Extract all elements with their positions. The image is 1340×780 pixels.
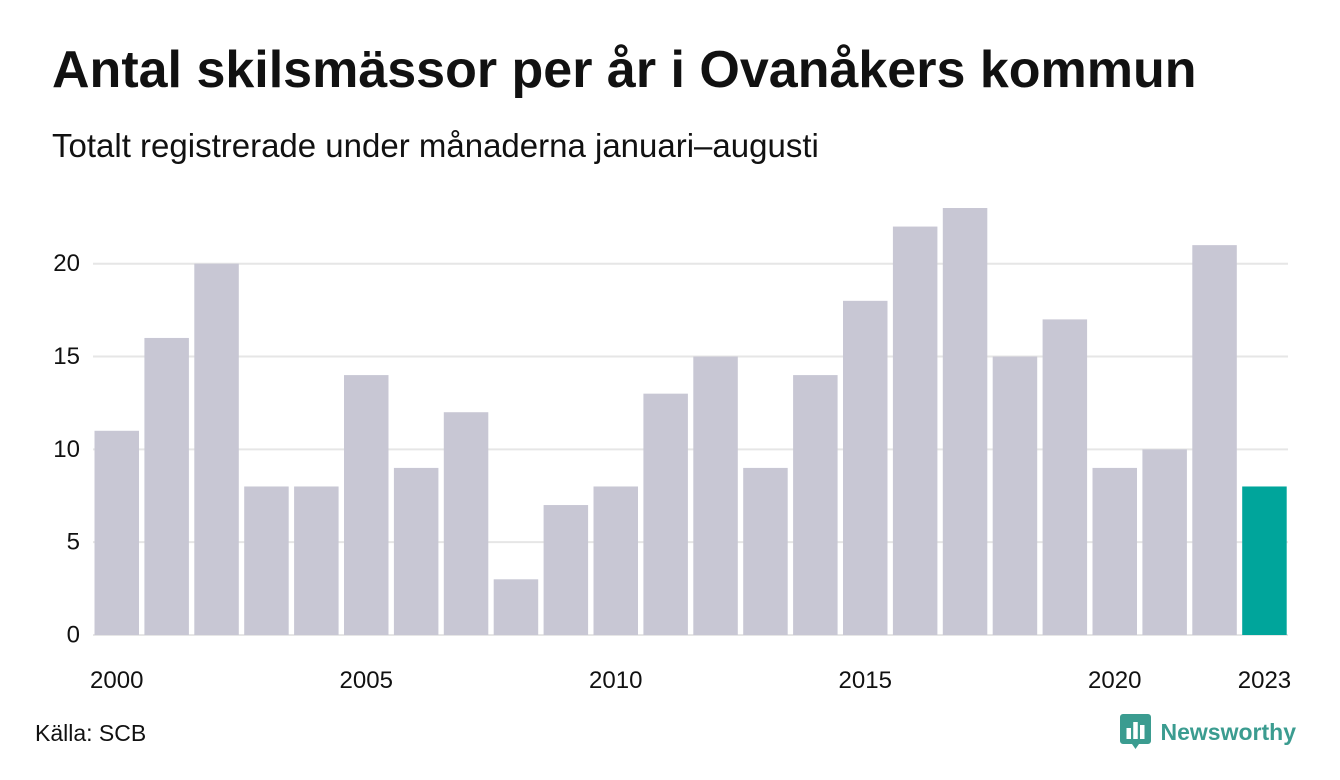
- bar-2009: [543, 505, 589, 635]
- bar-2001: [144, 337, 189, 635]
- bar-2005: [344, 375, 389, 635]
- bar-2020: [1092, 467, 1137, 635]
- bar-2013: [743, 467, 788, 635]
- bar-2016: [892, 226, 938, 635]
- brand-logo: Newsworthy: [1119, 714, 1296, 750]
- x-tick-label: 2020: [1088, 667, 1141, 694]
- bars: [94, 208, 1287, 635]
- bar-chart: 0 5 10 15 20 2000 2005 2010 2015 2020 2023: [53, 208, 1291, 694]
- x-tick-label: 2023: [1238, 667, 1291, 694]
- bar-2019: [1042, 319, 1088, 635]
- chart-title: Antal skilsmässor per år i Ovanåkers kom…: [52, 41, 1197, 99]
- bar-2023: [1242, 486, 1287, 635]
- x-tick-label: 2000: [90, 667, 143, 694]
- bar-2008: [493, 579, 539, 635]
- bar-2022: [1192, 245, 1237, 635]
- bar-2004: [294, 486, 339, 635]
- x-tick-label: 2015: [839, 667, 892, 694]
- bar-2021: [1142, 449, 1187, 635]
- newsworthy-logo-icon: [1119, 714, 1151, 749]
- bar-2014: [793, 375, 838, 635]
- y-tick-label: 15: [53, 343, 80, 370]
- y-tick-label: 0: [67, 622, 80, 649]
- bar-2011: [643, 393, 688, 635]
- gridlines: [93, 262, 1288, 636]
- source-note: Källa: SCB: [35, 720, 147, 746]
- x-tick-label: 2005: [340, 667, 393, 694]
- bar-2006: [393, 467, 439, 635]
- y-tick-label: 20: [53, 250, 80, 277]
- bar-2003: [244, 486, 289, 635]
- y-tick-label: 5: [67, 529, 80, 556]
- bar-2012: [693, 356, 738, 635]
- x-axis: 2000 2005 2010 2015 2020 2023: [90, 667, 1291, 694]
- chart-subtitle: Totalt registrerade under månaderna janu…: [52, 127, 819, 164]
- bar-2007: [443, 412, 489, 635]
- x-tick-label: 2010: [589, 667, 642, 694]
- bar-2015: [843, 300, 888, 635]
- y-tick-label: 10: [53, 436, 80, 463]
- bar-2000: [94, 430, 139, 635]
- bar-2010: [593, 486, 638, 635]
- bar-2017: [942, 208, 988, 635]
- bar-2018: [992, 356, 1038, 635]
- brand-name: Newsworthy: [1160, 718, 1296, 745]
- bar-2002: [194, 263, 239, 635]
- y-axis: 0 5 10 15 20: [53, 250, 80, 648]
